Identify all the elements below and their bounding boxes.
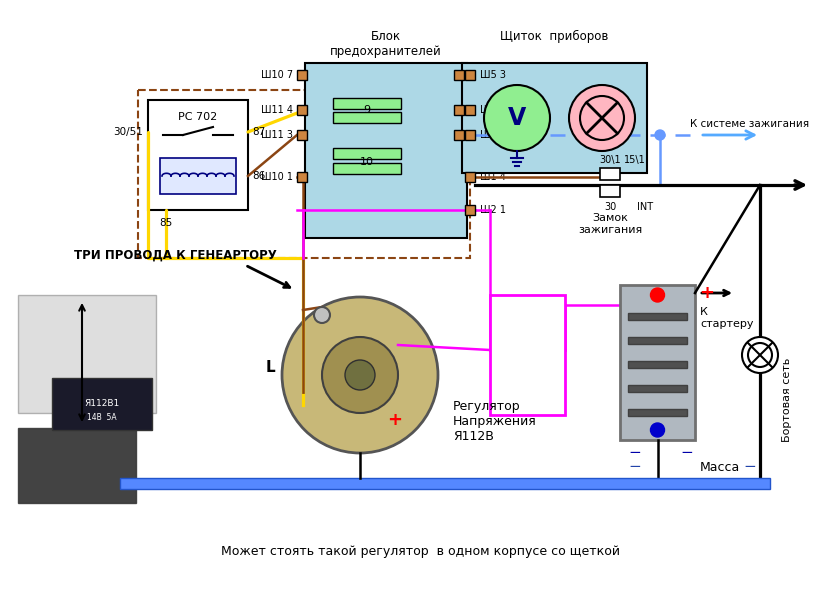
- Text: РС 702: РС 702: [178, 112, 218, 122]
- Text: ТРИ ПРОВОДА К ГЕНЕАРТОРУ: ТРИ ПРОВОДА К ГЕНЕАРТОРУ: [74, 248, 277, 261]
- Text: Масса: Масса: [700, 461, 740, 474]
- Text: V: V: [508, 106, 526, 130]
- Bar: [297, 172, 307, 182]
- Text: 86: 86: [252, 171, 266, 181]
- Text: 85: 85: [159, 218, 173, 228]
- Bar: [18, 428, 136, 503]
- Bar: [628, 385, 687, 392]
- Text: 30\1: 30\1: [599, 155, 621, 165]
- Bar: [462, 63, 647, 173]
- Text: Я112В1: Я112В1: [85, 399, 120, 408]
- Bar: [333, 98, 401, 109]
- Text: Ш11 4: Ш11 4: [261, 105, 293, 115]
- Bar: [138, 90, 470, 258]
- Bar: [333, 148, 401, 159]
- Text: К системе зажигания: К системе зажигания: [690, 119, 810, 129]
- Text: Ш10 7: Ш10 7: [261, 70, 293, 80]
- Text: −: −: [743, 459, 757, 474]
- Text: +: +: [699, 284, 714, 302]
- Text: 87: 87: [252, 127, 266, 137]
- Text: −: −: [680, 445, 693, 460]
- Bar: [600, 185, 620, 197]
- Text: Щиток  приборов: Щиток приборов: [500, 30, 608, 43]
- Bar: [454, 130, 464, 140]
- Bar: [465, 70, 475, 80]
- Circle shape: [655, 130, 665, 140]
- Bar: [160, 158, 236, 194]
- Text: Регулятор
Напряжения
Я112В: Регулятор Напряжения Я112В: [453, 400, 537, 443]
- Bar: [148, 100, 248, 210]
- Bar: [465, 172, 475, 182]
- Text: Ш1 5: Ш1 5: [480, 130, 506, 140]
- Bar: [465, 205, 475, 215]
- Text: Ш11 3: Ш11 3: [261, 130, 293, 140]
- Bar: [18, 295, 156, 413]
- Text: INT: INT: [637, 202, 653, 212]
- Bar: [628, 313, 687, 320]
- Bar: [333, 112, 401, 123]
- Bar: [628, 409, 687, 416]
- Bar: [52, 378, 152, 430]
- Text: Бортовая сеть: Бортовая сеть: [782, 358, 792, 442]
- Text: 9: 9: [364, 105, 370, 115]
- Text: 30: 30: [604, 202, 616, 212]
- Circle shape: [484, 85, 550, 151]
- Text: 15\1: 15\1: [624, 155, 646, 165]
- Bar: [297, 130, 307, 140]
- Circle shape: [345, 360, 375, 390]
- Text: Ш5 3: Ш5 3: [480, 70, 506, 80]
- Text: +: +: [387, 411, 402, 429]
- Text: Ш10 1: Ш10 1: [261, 172, 293, 182]
- Text: L: L: [265, 359, 275, 374]
- Circle shape: [569, 85, 635, 151]
- Circle shape: [282, 297, 438, 453]
- Text: −: −: [628, 459, 641, 474]
- Bar: [628, 337, 687, 344]
- Circle shape: [650, 288, 665, 302]
- Text: Ш4 1: Ш4 1: [480, 105, 506, 115]
- Circle shape: [650, 423, 665, 437]
- Text: 30/51: 30/51: [113, 127, 143, 137]
- Bar: [305, 63, 467, 238]
- Text: Блок
предохранителей: Блок предохранителей: [330, 30, 442, 58]
- Bar: [628, 361, 687, 368]
- Circle shape: [314, 307, 330, 323]
- Text: 14В  5А: 14В 5А: [87, 414, 116, 423]
- Bar: [120, 478, 770, 489]
- Bar: [465, 130, 475, 140]
- Bar: [297, 70, 307, 80]
- Text: 10: 10: [360, 157, 374, 167]
- Bar: [454, 70, 464, 80]
- Text: Замок
зажигания: Замок зажигания: [578, 213, 642, 235]
- Bar: [454, 105, 464, 115]
- Text: К
стартеру: К стартеру: [700, 307, 753, 328]
- Text: Ш1 4: Ш1 4: [480, 172, 506, 182]
- Text: Ш2 1: Ш2 1: [480, 205, 506, 215]
- Circle shape: [322, 337, 398, 413]
- Bar: [620, 285, 695, 440]
- Bar: [600, 168, 620, 180]
- Bar: [297, 105, 307, 115]
- Bar: [333, 163, 401, 174]
- Circle shape: [742, 337, 778, 373]
- Text: −: −: [628, 445, 641, 460]
- Bar: [465, 105, 475, 115]
- Bar: [490, 295, 565, 415]
- Text: Может стоять такой регулятор  в одном корпусе со щеткой: Может стоять такой регулятор в одном кор…: [220, 546, 619, 559]
